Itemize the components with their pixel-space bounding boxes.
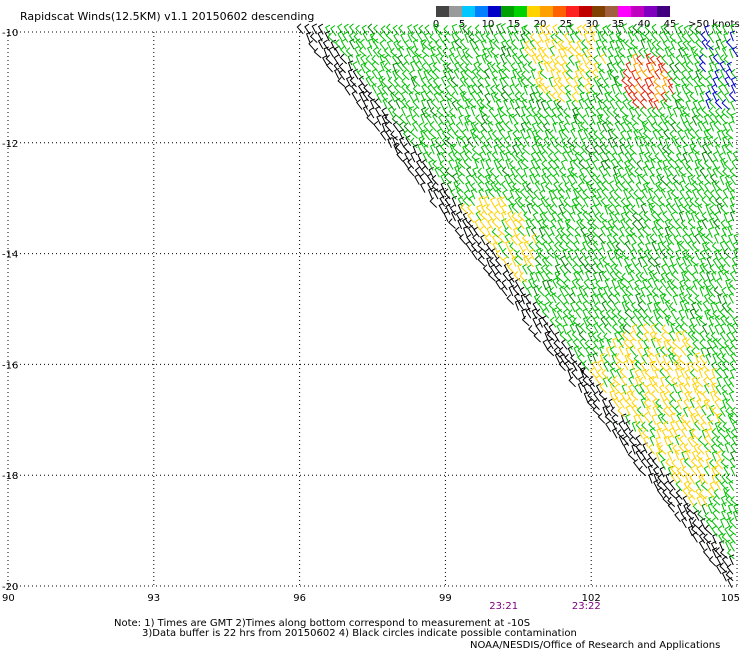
legend-tick-label: 35 bbox=[612, 19, 625, 30]
legend-swatch bbox=[488, 6, 501, 17]
wind-barbs bbox=[296, 22, 739, 588]
legend-tick-label: 45 bbox=[664, 19, 677, 30]
wind-barb-group bbox=[347, 23, 736, 521]
legend-unit-label: >50 knots bbox=[688, 19, 740, 30]
legend-swatch bbox=[436, 6, 449, 17]
note-line-1: Note: 1) Times are GMT 2)Times along bot… bbox=[114, 618, 530, 629]
x-tick-label: 90 bbox=[2, 593, 15, 604]
y-tick-label: -18 bbox=[2, 471, 18, 482]
y-tick-label: -14 bbox=[2, 250, 18, 261]
legend-tick-label: 30 bbox=[586, 19, 599, 30]
legend-swatch bbox=[579, 6, 592, 17]
plot-area: 90 93 96 99 102 105 -10-12-14-16-18-20 23:21 2… bbox=[2, 22, 740, 612]
legend-tick-label: 20 bbox=[534, 19, 547, 30]
wind-barb-group bbox=[621, 53, 674, 111]
y-tick-label: -12 bbox=[2, 139, 18, 150]
legend-swatch bbox=[605, 6, 618, 17]
legend-swatch bbox=[644, 6, 657, 17]
x-axis-ticks: 90 93 96 99 102 105 bbox=[2, 593, 740, 604]
x-tick-label: 96 bbox=[293, 593, 306, 604]
legend-swatch bbox=[475, 6, 488, 17]
legend-swatch bbox=[527, 6, 540, 17]
color-legend: 0 5 10 15 20 25 30 35 40 45 bbox=[433, 6, 677, 30]
legend-swatch bbox=[566, 6, 579, 17]
note-line-2: 3)Data buffer is 22 hrs from 20150602 4)… bbox=[142, 628, 577, 639]
time-label: 23:22 bbox=[572, 601, 601, 612]
chart-title: Rapidscat Winds(12.5KM) v1.1 20150602 de… bbox=[20, 10, 314, 23]
legend-swatch bbox=[462, 6, 475, 17]
legend-swatch bbox=[657, 6, 670, 17]
legend-swatch bbox=[449, 6, 462, 17]
legend-tick-label: 40 bbox=[638, 19, 651, 30]
legend-tick-label: 25 bbox=[560, 19, 573, 30]
legend-tick-label: 15 bbox=[508, 19, 521, 30]
legend-swatch bbox=[618, 6, 631, 17]
legend-swatch bbox=[631, 6, 644, 17]
wind-barb-group bbox=[460, 23, 724, 507]
legend-swatch bbox=[553, 6, 566, 17]
legend-tick-label: 10 bbox=[482, 19, 495, 30]
y-tick-label: -20 bbox=[2, 582, 18, 593]
x-tick-label: 93 bbox=[147, 593, 160, 604]
wind-barb-group bbox=[698, 25, 739, 110]
legend-swatch bbox=[514, 6, 527, 17]
wind-barb-group bbox=[296, 23, 735, 588]
grid-lines bbox=[7, 31, 738, 587]
y-axis-ticks: -10 -12 -14 -16 -18 -20 bbox=[2, 28, 18, 593]
legend-swatch bbox=[540, 6, 553, 17]
legend-swatch bbox=[592, 6, 605, 17]
legend-swatch bbox=[501, 6, 514, 17]
x-tick-label: 102 bbox=[582, 593, 601, 604]
x-tick-label: 99 bbox=[439, 593, 452, 604]
time-labels: 23:21 23:22 bbox=[489, 601, 600, 612]
y-tick-label: -16 bbox=[2, 360, 18, 371]
x-tick-label: 105 bbox=[721, 593, 740, 604]
y-tick-label: -10 bbox=[2, 28, 18, 39]
credit-line: NOAA/NESDIS/Office of Research and Appli… bbox=[470, 640, 720, 650]
time-label: 23:21 bbox=[489, 601, 518, 612]
wind-barb-group bbox=[325, 22, 739, 560]
